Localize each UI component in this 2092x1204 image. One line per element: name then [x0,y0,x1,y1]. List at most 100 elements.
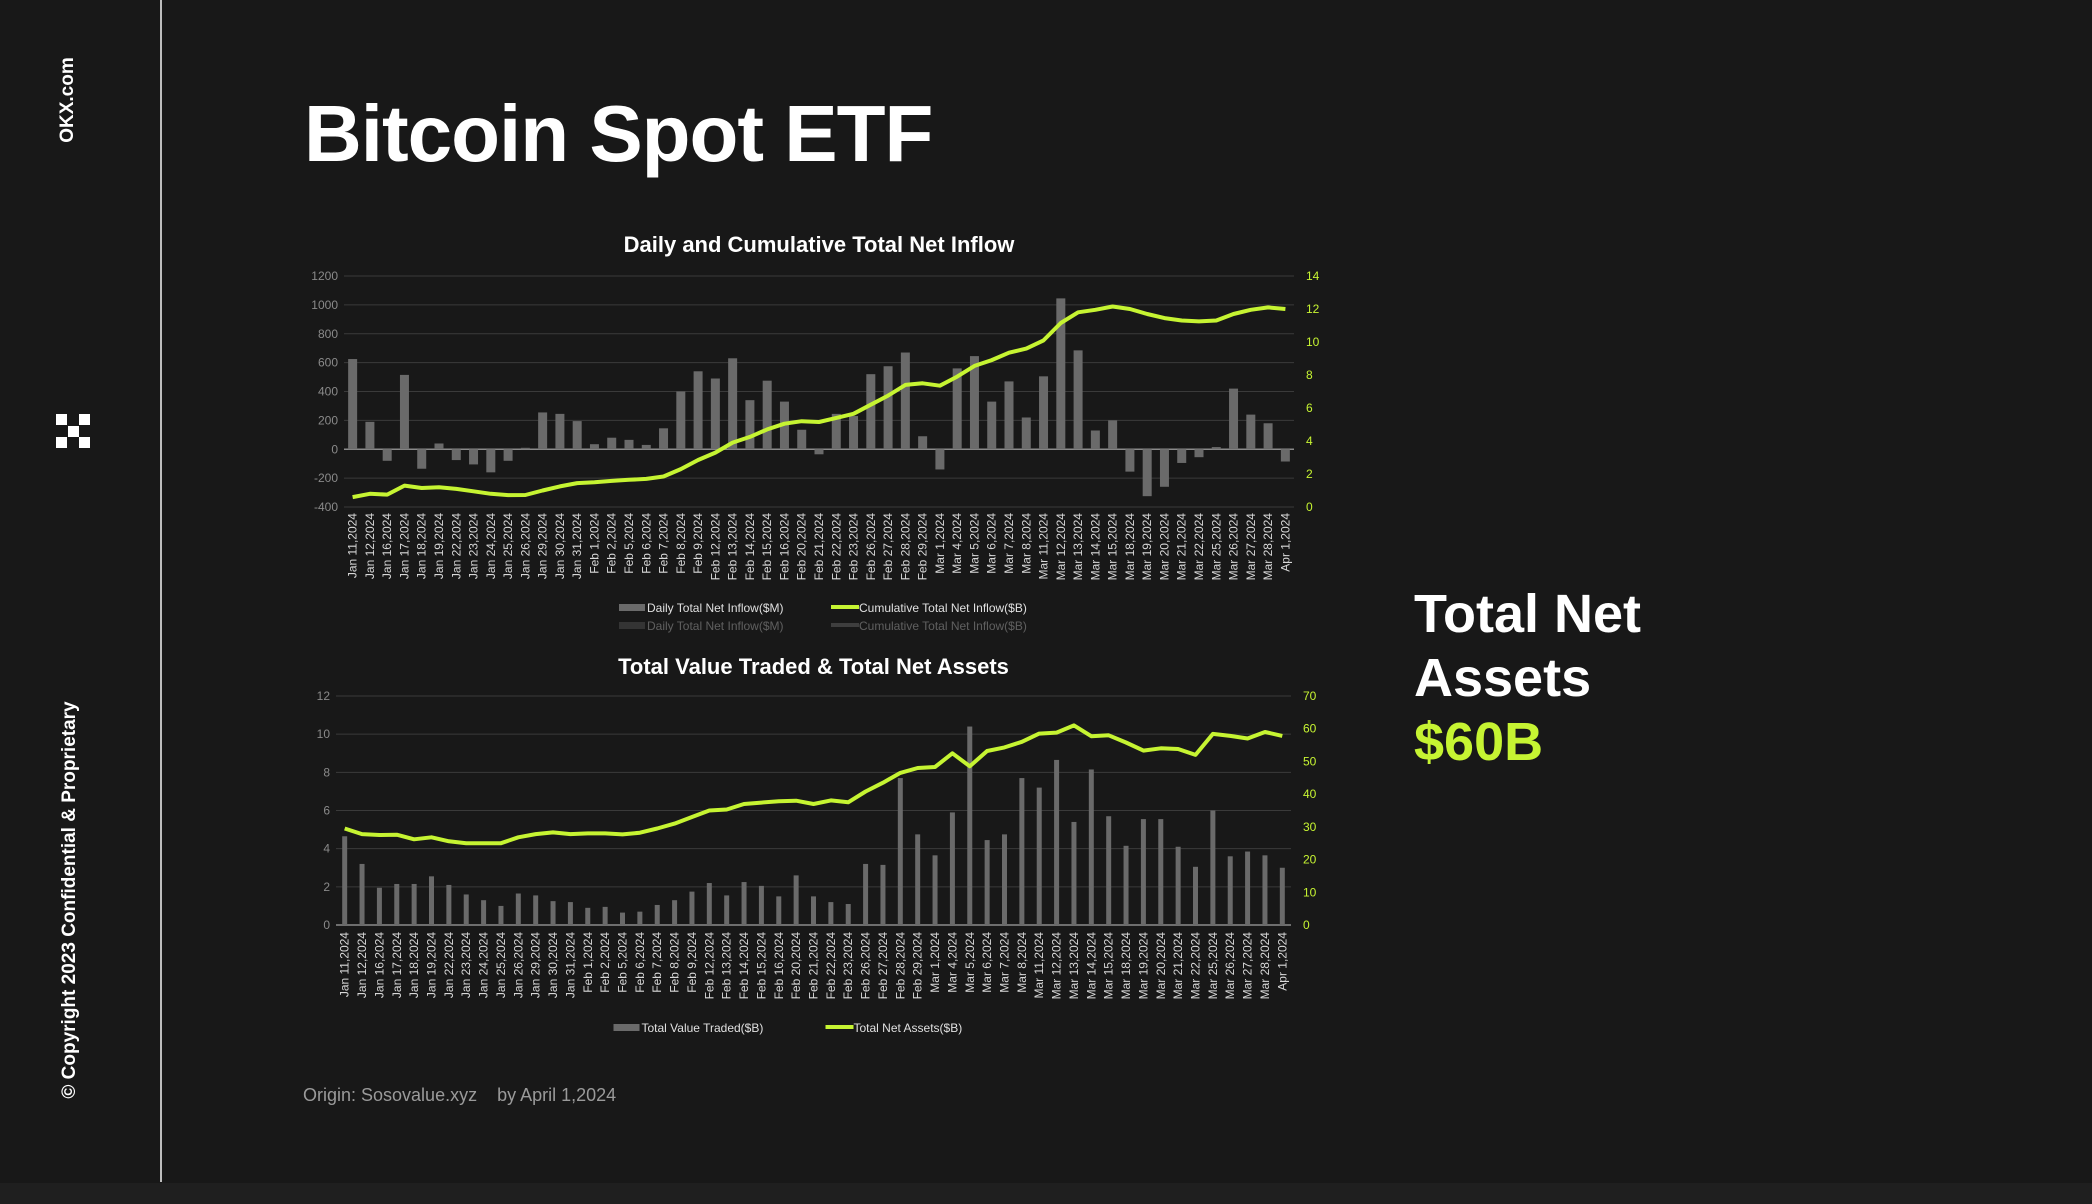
x-tick-label: Jan 17,2024 [397,513,411,579]
bar [520,447,530,450]
x-tick-label: Mar 18,2024 [1123,513,1137,581]
bar [672,900,678,925]
legend-line-swatch [831,605,859,609]
bar [607,437,617,450]
x-tick-label: Jan 31,2024 [570,513,584,579]
kpi-value: $60B [1414,712,1544,772]
x-tick-label: Feb 5,2024 [616,932,630,993]
bar [1140,819,1146,925]
bar [359,863,365,925]
bar [399,374,409,450]
x-tick-label: Feb 27,2024 [881,513,895,581]
x-tick-label: Feb 28,2024 [898,513,912,581]
x-tick-label: Jan 22,2024 [449,513,463,579]
x-tick-label: Mar 19,2024 [1140,513,1154,581]
legend-line-swatch [831,623,859,627]
bar [1246,414,1256,450]
x-tick-label: Feb 13,2024 [726,513,740,581]
legend-label: Daily Total Net Inflow($M) [647,601,784,615]
bar [1071,821,1077,925]
bar [863,863,869,925]
x-tick-label: Feb 14,2024 [737,932,751,1000]
x-tick-label: Jan 16,2024 [380,513,394,579]
x-tick-label: Jan 30,2024 [546,932,560,998]
x-tick-label: Jan 22,2024 [442,932,456,998]
y-left-tick-label: 12 [317,689,331,703]
bar [567,902,573,925]
x-tick-label: Jan 29,2024 [536,513,550,579]
bar [1142,449,1152,497]
bar [394,883,400,925]
bar [1211,447,1221,450]
x-tick-label: Jan 16,2024 [372,932,386,998]
bar [1280,449,1290,462]
y-left-tick-label: 600 [318,356,338,370]
x-tick-label: Mar 11,2024 [1032,932,1046,999]
footer: Origin: Sosovalue.xyz by April 1,2024 [303,1085,616,1106]
bar [1002,834,1007,925]
x-tick-label: Mar 5,2024 [963,932,977,993]
x-tick-label: Mar 4,2024 [945,932,959,993]
bar [1227,856,1233,925]
legend-label: Daily Total Net Inflow($M) [647,619,784,633]
bar [814,449,824,455]
x-tick-label: Feb 21,2024 [812,513,826,581]
bar [897,778,903,925]
x-tick-label: Jan 29,2024 [529,932,543,998]
bar [411,883,417,925]
legend-bar-swatch [613,1024,640,1031]
x-tick-label: Feb 15,2024 [760,513,774,581]
source-text: Origin: Sosovalue.xyz [303,1085,478,1105]
bar [1175,846,1181,925]
legend-bar-swatch [619,604,645,611]
y-right-tick-label: 10 [1303,885,1317,899]
legend-label: Total Value Traded($B) [642,1021,764,1035]
bar [481,900,487,925]
bar [1193,866,1198,925]
bar [515,893,521,925]
x-tick-label: Mar 22,2024 [1192,513,1206,581]
bar [849,416,859,450]
bar [1036,787,1042,925]
x-tick-label: Feb 22,2024 [824,932,838,1000]
x-tick-label: Mar 1,2024 [928,932,942,993]
bottom-bar [0,1183,2092,1204]
y-left-tick-label: 1200 [311,269,338,283]
x-tick-label: Jan 31,2024 [563,932,577,998]
x-tick-label: Jan 26,2024 [518,513,532,579]
bar [984,840,990,925]
x-tick-label: Feb 9,2024 [691,513,705,574]
y-right-tick-label: 50 [1303,754,1317,768]
bar [637,911,643,925]
x-tick-label: Feb 29,2024 [911,932,925,1000]
line-series [352,304,1286,500]
x-tick-label: Mar 4,2024 [950,513,964,574]
bar [1123,845,1129,925]
legend-label: Cumulative Total Net Inflow($B) [859,619,1027,633]
x-tick-label: Mar 12,2024 [1054,513,1068,581]
x-tick-label: Feb 23,2024 [841,932,855,1000]
x-tick-label: Feb 29,2024 [916,513,930,581]
x-tick-label: Jan 25,2024 [501,513,515,579]
x-tick-label: Jan 11,2024 [338,932,352,997]
bar [724,895,730,925]
bar [935,449,945,470]
bar [1088,769,1094,925]
y-left-tick-label: 200 [318,413,338,427]
x-tick-label: Mar 25,2024 [1206,932,1220,1000]
x-tick-label: Jan 12,2024 [355,932,369,998]
y-right-tick-label: 30 [1303,820,1317,834]
bar [900,352,910,450]
x-tick-label: Jan 24,2024 [477,932,491,998]
x-tick-label: Feb 26,2024 [864,513,878,581]
bar [624,439,634,450]
y-left-tick-label: 0 [323,918,330,932]
y-right-tick-label: 6 [1306,401,1313,415]
x-tick-label: Feb 8,2024 [674,513,688,574]
y-left-tick-label: 800 [318,327,338,341]
bar [918,436,928,450]
bar [932,855,938,925]
bar [811,896,816,925]
y-left-tick-label: 0 [331,442,338,456]
y-left-tick-label: -400 [314,500,338,514]
